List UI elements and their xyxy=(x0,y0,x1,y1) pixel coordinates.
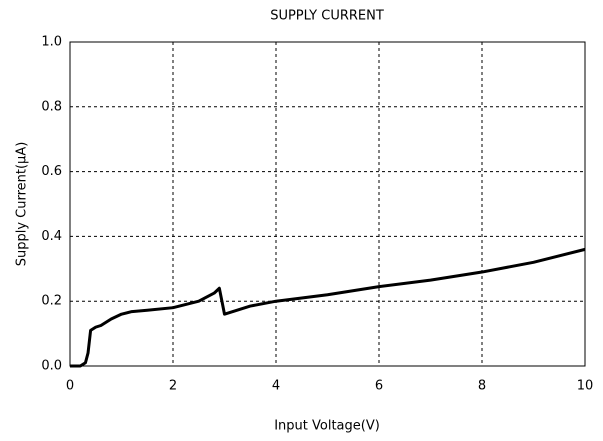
x-tick-label: 10 xyxy=(577,379,594,394)
y-tick-label: 0.2 xyxy=(41,294,62,309)
y-tick-label: 1.0 xyxy=(41,35,62,50)
y-tick-label: 0.8 xyxy=(41,99,62,114)
x-tick-label: 0 xyxy=(66,379,74,394)
x-tick-label: 6 xyxy=(375,379,383,394)
chart-title: SUPPLY CURRENT xyxy=(270,9,384,24)
y-axis-label: Supply Current(μA) xyxy=(15,142,30,267)
x-tick-label: 8 xyxy=(478,379,486,394)
y-tick-label: 0.6 xyxy=(41,164,62,179)
x-axis-label: Input Voltage(V) xyxy=(274,419,380,434)
plot-frame xyxy=(69,41,586,367)
x-tick-label: 4 xyxy=(272,379,280,394)
y-tick-label: 0.4 xyxy=(41,229,62,244)
x-tick-label: 2 xyxy=(169,379,177,394)
y-tick-label: 0.0 xyxy=(41,359,62,374)
data-line xyxy=(70,247,586,368)
